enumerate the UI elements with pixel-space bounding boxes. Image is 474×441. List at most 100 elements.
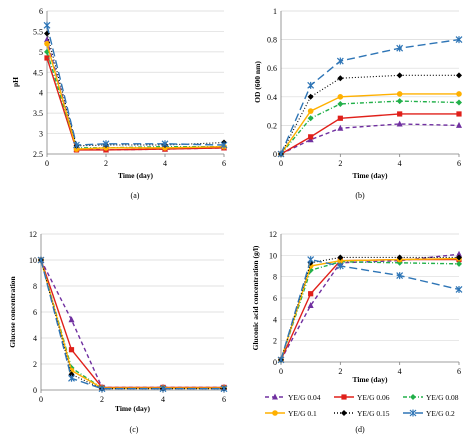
y-tick-label: 2.5 [33,150,43,159]
data-point [337,257,344,264]
data-point [44,40,50,47]
y-tick-label: 0 [273,150,277,159]
chart-panel: 2.5 3 3.5 4 4.5 5 5.5 6 0 2 4 6 Time (day) pH (a) [11,7,228,200]
data-point [307,81,315,89]
data-point [277,150,285,158]
data-point [396,44,404,52]
data-point [307,115,314,122]
x-tick-label: 6 [457,159,461,168]
data-point [336,57,344,65]
x-tick-label: 2 [338,159,342,168]
legend-item: YE/G 0.08 [403,393,459,402]
y-tick-label: 0 [273,358,277,367]
legend-label: YE/G 0.2 [426,409,455,418]
legend-label: YE/G 0.15 [357,409,390,418]
series-line [280,113,459,155]
panel-caption: (b) [355,191,365,200]
data-point [73,146,80,152]
legend-label: YE/G 0.1 [288,409,317,418]
data-point [307,301,314,308]
data-point [161,140,169,148]
data-point [68,347,75,353]
data-point [456,72,462,79]
y-tick-label: 10 [29,256,37,265]
data-point [456,250,462,257]
y-tick-label: 2 [273,337,277,346]
data-point [68,374,75,382]
data-point [102,140,110,148]
y-tick-label: 6 [39,7,43,16]
chart-panel: 0 0.2 0.4 0.6 0.8 1 0 2 4 6 Time (day) OD (600 nm) (… [253,7,463,200]
data-point [456,91,462,97]
data-point [396,254,403,261]
legend-marker [409,409,417,417]
y-axis-label: OD (600 nm) [253,61,262,103]
x-axis-label: Time (day) [118,171,154,180]
series-line [280,261,460,361]
data-point [396,120,403,127]
y-tick-label: 8 [273,273,277,282]
data-point [455,36,463,44]
y-tick-label: 2 [33,360,37,369]
x-axis-label: Time (day) [352,375,388,384]
y-tick-label: 0 [33,386,37,395]
data-point [337,124,344,131]
data-point [37,256,45,264]
data-point [68,316,75,323]
y-axis-label: Glucose concentration [8,275,17,347]
x-tick-label: 2 [100,395,104,404]
y-tick-label: 8 [33,282,37,291]
legend-label: YE/G 0.06 [357,393,390,402]
data-point [337,254,344,261]
y-tick-label: 0.8 [267,36,277,45]
y-tick-label: 12 [269,230,277,239]
data-point [68,371,75,378]
data-point [456,111,462,117]
legend-item: YE/G 0.1 [265,409,317,418]
data-point [308,291,314,297]
chart-panel: 0 2 4 6 8 10 12 0 2 4 6 Time (day) Glucose concentra… [8,230,228,434]
data-point [307,108,314,114]
y-tick-label: 5.5 [33,27,43,36]
legend-item: YE/G 0.2 [403,409,455,418]
series-line [46,33,225,147]
data-point [337,100,344,107]
data-point [73,141,80,149]
x-tick-label: 4 [398,367,402,376]
data-point [337,115,343,121]
y-tick-label: 10 [269,251,277,260]
y-tick-label: 6 [33,308,37,317]
legend-item: YE/G 0.04 [265,393,321,402]
x-tick-label: 4 [163,159,167,168]
series-line [280,256,459,361]
y-tick-label: 3 [39,130,43,139]
x-tick-label: 4 [161,395,165,404]
y-tick-label: 3.5 [33,109,43,118]
data-point [220,385,228,393]
y-tick-label: 1 [273,7,277,16]
data-point [337,94,344,100]
data-point [159,385,167,393]
data-point [456,254,462,261]
legend-marker [272,410,278,416]
data-point [396,91,403,97]
legend-marker [341,410,347,416]
data-point [456,121,462,128]
x-tick-label: 6 [222,395,226,404]
data-point [44,36,50,43]
legend-item: YE/G 0.06 [334,393,390,402]
y-tick-label: 6 [273,294,277,303]
x-tick-label: 0 [279,367,283,376]
y-tick-label: 4 [273,315,277,324]
x-tick-label: 2 [338,367,342,376]
x-tick-label: 0 [45,159,49,168]
legend-marker [341,394,347,400]
data-point [307,93,314,100]
x-tick-label: 2 [104,159,108,168]
data-point [44,55,50,61]
data-point [455,285,463,293]
series-line [40,259,224,390]
y-tick-label: 4 [33,334,37,343]
panel-caption: (c) [130,425,139,434]
